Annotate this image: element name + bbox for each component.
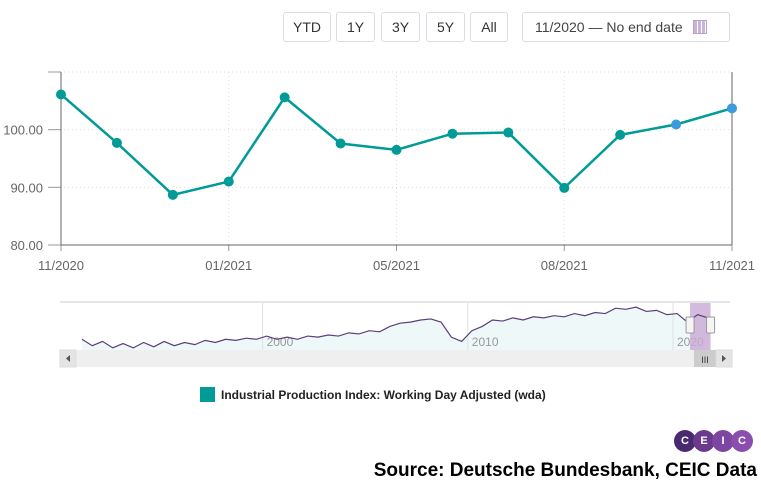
range-button-3y[interactable]: 3Y: [381, 12, 420, 42]
data-point[interactable]: [391, 144, 402, 155]
date-range-picker[interactable]: 11/2020 — No end date: [522, 12, 730, 42]
navigator[interactable]: 200020102020III: [0, 295, 761, 375]
data-point[interactable]: [279, 92, 290, 103]
data-point[interactable]: [335, 138, 346, 149]
navigator-handle[interactable]: [706, 316, 716, 334]
legend-item[interactable]: Industrial Production Index: Working Day…: [200, 387, 546, 402]
scrollbar-track[interactable]: [60, 350, 732, 367]
logo-letter: I: [712, 430, 734, 452]
arrow-right-icon: [722, 355, 726, 362]
xtick-label: 08/2021: [541, 258, 588, 273]
data-point[interactable]: [447, 128, 458, 139]
date-start: 11/2020: [535, 19, 585, 35]
navigator-handle[interactable]: [685, 316, 695, 334]
data-point[interactable]: [56, 89, 66, 100]
xtick-label: 11/2020: [38, 258, 84, 273]
logo-letter: E: [693, 430, 715, 452]
xtick-label: 01/2021: [205, 258, 252, 273]
main-chart: 80.00 90.00 100.00 11/2020 01/2021 05/2021 08/…: [3, 71, 755, 273]
grip-icon: III: [701, 355, 709, 365]
data-point[interactable]: [559, 182, 570, 193]
data-point[interactable]: [615, 129, 626, 140]
calendar-icon[interactable]: [692, 20, 707, 34]
arrow-left-icon: [66, 355, 70, 362]
date-separator: —: [588, 19, 603, 35]
ytick-label: 90.00: [10, 180, 43, 195]
date-end: No end date: [606, 19, 683, 35]
logo-letter: C: [731, 430, 753, 452]
range-button-ytd[interactable]: YTD: [283, 12, 331, 42]
ytick-label: 80.00: [10, 238, 43, 253]
range-button-5y[interactable]: 5Y: [426, 12, 465, 42]
navigator-selection[interactable]: [690, 303, 711, 350]
data-point[interactable]: [223, 176, 234, 187]
data-point[interactable]: [727, 103, 737, 114]
range-button-all[interactable]: All: [470, 12, 508, 42]
logo-letter: C: [674, 430, 696, 452]
xtick-label: 11/2021: [709, 258, 755, 273]
navigator-area: [82, 307, 708, 350]
data-point[interactable]: [167, 189, 178, 200]
range-button-1y[interactable]: 1Y: [336, 12, 375, 42]
data-point[interactable]: [503, 127, 514, 138]
source-note: Source: Deutsche Bundesbank, CEIC Data: [373, 460, 757, 481]
legend-swatch: [200, 387, 215, 402]
legend-label: Industrial Production Index: Working Day…: [221, 387, 546, 402]
xtick-label: 05/2021: [373, 258, 420, 273]
ytick-label: 100.00: [3, 123, 43, 138]
scrollbar-thumb[interactable]: [694, 350, 716, 367]
navigator-line: [81, 306, 709, 349]
data-point[interactable]: [671, 119, 682, 130]
data-point[interactable]: [111, 137, 122, 148]
navigator-label: 2010: [472, 335, 499, 349]
